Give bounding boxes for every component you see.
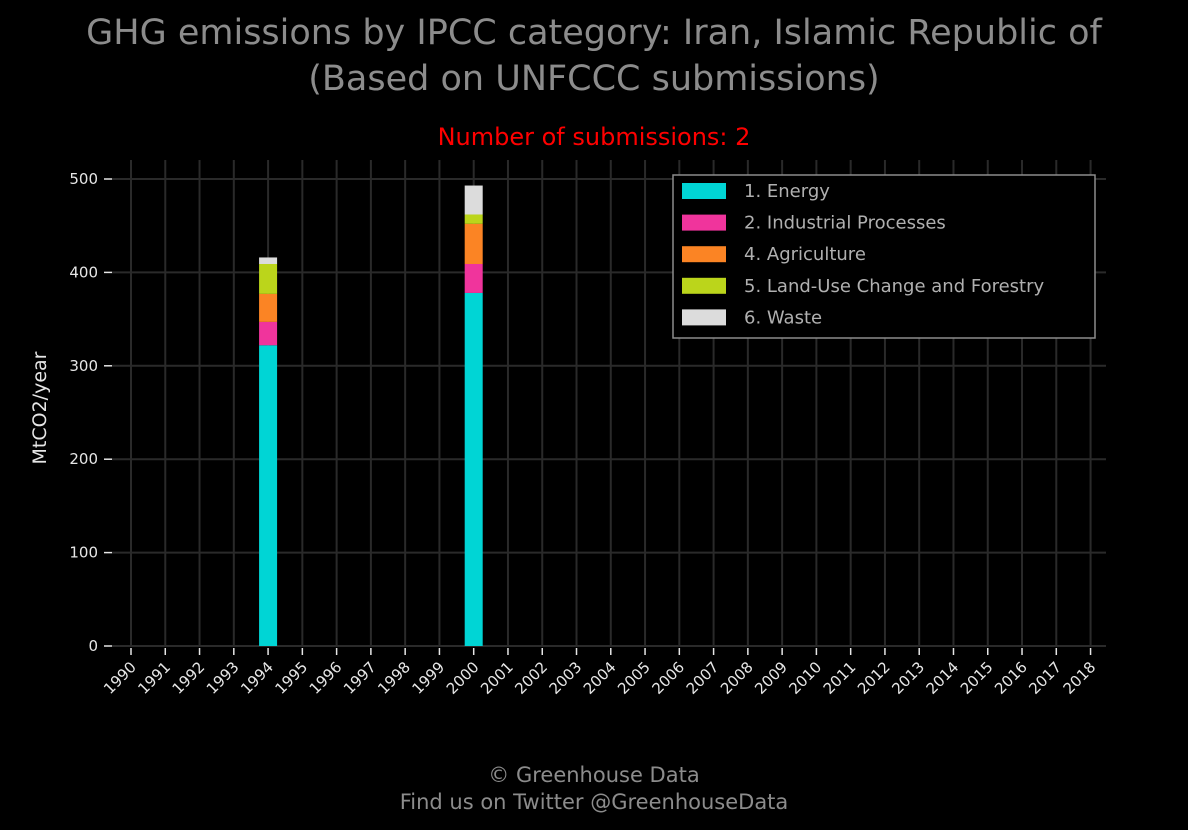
x-tick-label: 2006 [648,658,688,698]
x-tick-label: 2012 [854,658,894,698]
y-tick-label: 500 [69,170,98,188]
x-tick-label: 2013 [888,658,928,698]
x-tick-label: 1995 [271,658,311,698]
x-tick-label: 2018 [1060,658,1100,698]
chart-title-line2: (Based on UNFCCC submissions) [308,59,880,99]
legend-swatch [682,277,726,294]
x-tick-label: 2003 [546,658,586,698]
legend-swatch [682,246,726,263]
x-tick-label: 2008 [717,658,757,698]
legend: 1. Energy 2. Industrial Processes 4. Agric… [672,174,1096,339]
x-tick-label: 2009 [751,658,791,698]
footer-copyright: © Greenhouse Data [488,763,700,787]
bar-segment [464,185,483,215]
x-tick-label: 2007 [683,658,723,698]
y-axis-label: MtCO2/year [29,351,51,464]
bar-segment [464,214,483,224]
legend-label: 1. Energy [744,181,830,202]
x-tick-label: 1996 [306,658,346,698]
legend-label: 2. Industrial Processes [744,213,946,234]
x-tick-label: 1997 [340,658,380,698]
legend-label: 5. Land-Use Change and Forestry [744,276,1044,297]
x-tick-label: 2014 [923,658,963,698]
x-tick-label: 1994 [237,658,277,698]
legend-box [672,174,1096,339]
x-tick-label: 1998 [374,658,414,698]
x-tick-label: 2010 [785,658,825,698]
y-tick-label: 200 [69,450,98,468]
x-tick-label: 1993 [203,658,243,698]
bar-segment [259,263,278,294]
legend-label: 6. Waste [744,307,822,328]
x-tick-label: 1991 [134,658,174,698]
bar-segment [464,263,483,293]
footer-twitter: Find us on Twitter @GreenhouseData [399,790,789,814]
y-tick-label: 0 [88,637,98,655]
y-tick-label: 400 [69,263,98,281]
x-tick-label: 1992 [169,658,209,698]
x-tick-label: 2011 [820,658,860,698]
x-tick-label: 2001 [477,658,517,698]
y-axis: 0 100 200 300 400 500 [69,170,112,655]
bar-segment [259,321,278,346]
x-tick-label: 1990 [100,658,140,698]
bar-segment [464,292,483,646]
chart-subtitle: Number of submissions: 2 [437,123,751,151]
bars [259,185,483,646]
bar-segment [464,223,483,264]
x-tick-label: 2004 [580,658,620,698]
x-tick-label: 2002 [511,658,551,698]
x-tick-label: 2017 [1025,658,1065,698]
bar-segment [259,257,278,264]
x-tick-label: 2005 [614,658,654,698]
x-tick-label: 2016 [991,658,1031,698]
legend-swatch [682,214,726,231]
x-tick-label: 2015 [957,658,997,698]
x-axis: 1990199119921993199419951996199719981999… [100,648,1099,698]
x-tick-label: 1999 [409,658,449,698]
chart-title-line1: GHG emissions by IPCC category: Iran, Is… [86,13,1102,53]
legend-swatch [682,309,726,326]
bar-segment [259,345,278,646]
bar-segment [259,293,278,322]
x-tick-label: 2000 [443,658,483,698]
y-tick-label: 300 [69,357,98,375]
legend-label: 4. Agriculture [744,244,866,265]
y-tick-label: 100 [69,544,98,562]
legend-swatch [682,183,726,199]
